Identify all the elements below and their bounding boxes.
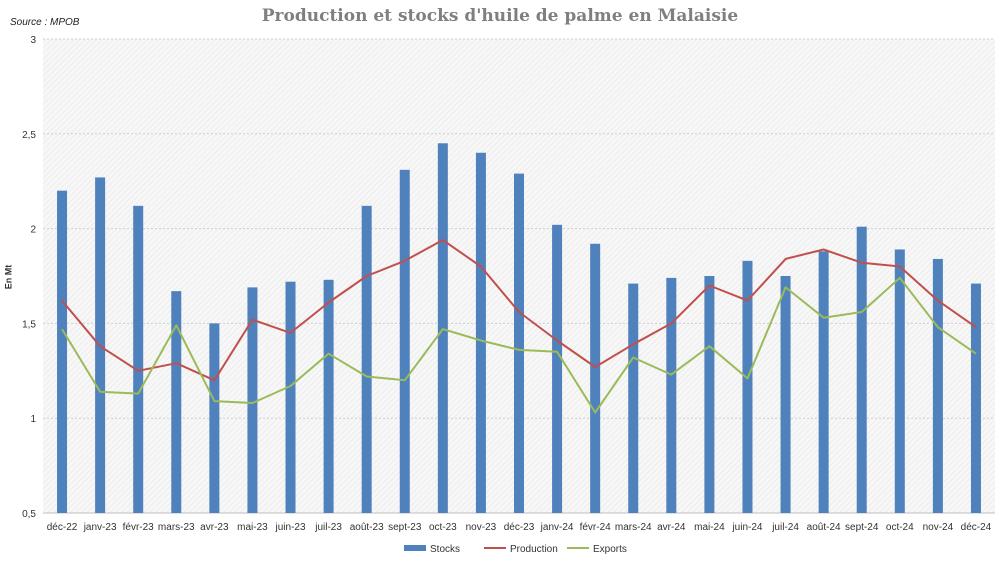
x-tick-label: avr-24 [657, 522, 686, 533]
x-tick-label: juin-23 [275, 522, 306, 533]
x-tick-label: déc-22 [47, 522, 78, 533]
x-tick-label: mars-24 [615, 522, 652, 533]
bar-stocks [894, 249, 905, 513]
legend-swatch-stocks [404, 545, 426, 551]
x-tick-label: déc-24 [961, 522, 992, 533]
chart-source: Source : MPOB [10, 17, 80, 28]
bar-stocks [932, 258, 943, 513]
x-tick-label: nov-24 [923, 522, 954, 533]
bar-stocks [57, 190, 68, 513]
bar-stocks [247, 287, 258, 513]
x-tick-label: févr-24 [580, 522, 612, 533]
bar-stocks [856, 226, 867, 514]
bar-stocks [628, 283, 639, 513]
bar-stocks [666, 277, 677, 513]
bar-stocks [704, 276, 715, 513]
x-tick-label: juil-24 [771, 522, 799, 533]
x-tick-label: août-24 [807, 522, 841, 533]
x-tick-label: janv-23 [83, 522, 117, 533]
x-tick-label: nov-23 [466, 522, 497, 533]
x-tick-label: sept-23 [388, 522, 422, 533]
x-tick-label: mai-24 [694, 522, 725, 533]
line-exports [61, 276, 977, 414]
bar-stocks [171, 291, 182, 513]
x-tick-label: juin-24 [731, 522, 762, 533]
bar-stocks [323, 279, 334, 513]
bar-stocks [399, 169, 410, 513]
legend-label-exports: Exports [593, 544, 627, 555]
bar-stocks [818, 251, 829, 514]
bar-stocks [285, 281, 296, 513]
bar-stocks [514, 173, 524, 513]
bar-stocks [361, 205, 372, 513]
x-tick-label: févr-23 [123, 522, 155, 533]
bar-stocks [209, 323, 220, 513]
legend-label-production: Production [510, 544, 558, 555]
bar-stocks [970, 283, 981, 513]
y-tick-label: 2,5 [22, 130, 36, 141]
y-tick-label: 2 [30, 225, 36, 236]
x-tick-label: avr-23 [200, 522, 229, 533]
chart-title: Production et stocks d'huile de palme en… [261, 6, 739, 26]
y-tick-label: 0,5 [22, 509, 36, 520]
bar-stocks [742, 260, 753, 513]
bar-stocks [590, 243, 601, 513]
x-tick-label: janv-24 [540, 522, 574, 533]
x-tick-label: juil-23 [314, 522, 342, 533]
bar-stocks [780, 276, 791, 513]
x-tick-label: déc-23 [504, 522, 535, 533]
x-tick-label: oct-23 [429, 522, 457, 533]
bar-stocks [552, 224, 563, 514]
bar-stocks [475, 152, 486, 513]
x-tick-label: mai-23 [237, 522, 268, 533]
x-tick-label: août-23 [350, 522, 384, 533]
y-tick-label: 3 [30, 35, 36, 46]
legend-label-stocks: Stocks [430, 544, 460, 555]
y-tick-label: 1,5 [22, 319, 36, 330]
bar-stocks [133, 205, 144, 513]
x-tick-label: oct-24 [886, 522, 914, 533]
y-tick-label: 1 [30, 414, 36, 425]
x-tick-label: mars-23 [158, 522, 195, 533]
line-production [61, 239, 977, 382]
x-tick-label: sept-24 [845, 522, 879, 533]
